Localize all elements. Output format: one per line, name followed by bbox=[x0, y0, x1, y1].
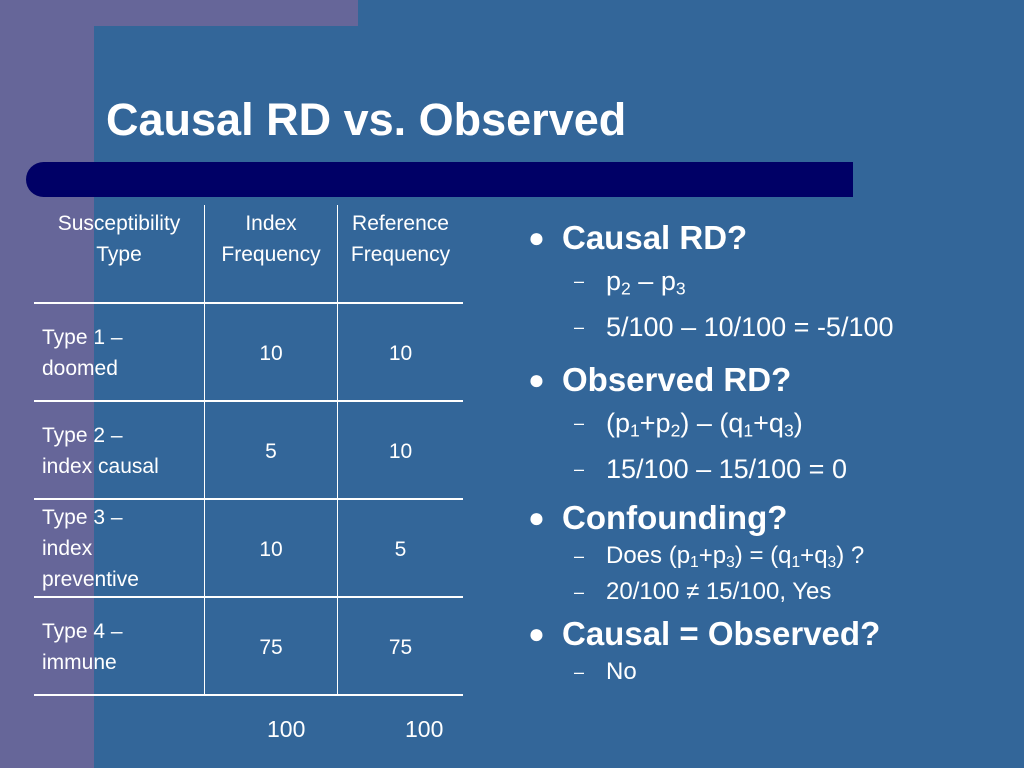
table-header-row: Susceptibility Type Index Frequency Refe… bbox=[34, 205, 463, 304]
dash-icon: – bbox=[574, 546, 585, 566]
type-cell: Type 3 – index preventive bbox=[34, 500, 205, 596]
index-total: 100 bbox=[267, 716, 306, 742]
bullet-dot-icon: ● bbox=[528, 618, 545, 649]
bullet-dot-icon: ● bbox=[528, 222, 545, 253]
dash-icon: – bbox=[574, 413, 585, 433]
header-reference-frequency: Reference Frequency bbox=[350, 212, 451, 266]
reference-frequency-cell: 75 bbox=[388, 636, 413, 659]
bullet-confounding: ● Confounding? bbox=[528, 499, 788, 536]
background-left-strip bbox=[0, 0, 86, 768]
sub-item-confounding-question: – Does (p1+p3) = (q1+q3) ? bbox=[528, 538, 1018, 574]
index-frequency-cell: 75 bbox=[205, 598, 338, 694]
type-cell: Type 1 – doomed bbox=[34, 304, 205, 400]
sub-item-causal-equals-answer: – No bbox=[528, 654, 1018, 690]
type-cell: Type 4 – immune bbox=[34, 598, 205, 694]
bullet-dot-icon: ● bbox=[528, 502, 545, 533]
index-frequency-cell: 10 bbox=[205, 304, 338, 400]
reference-frequency-cell: 10 bbox=[388, 342, 413, 365]
slide-title: Causal RD vs. Observed bbox=[106, 94, 627, 145]
susceptibility-table: Susceptibility Type Index Frequency Refe… bbox=[34, 205, 463, 696]
table-row: Type 1 – doomed 10 10 bbox=[34, 304, 463, 402]
table-row: Type 2 – index causal 5 10 bbox=[34, 402, 463, 500]
index-frequency-cell: 5 bbox=[205, 402, 338, 498]
reference-frequency-cell: 5 bbox=[394, 538, 407, 561]
dash-icon: – bbox=[574, 662, 585, 682]
bullet-causal-rd: ● Causal RD? bbox=[528, 219, 748, 256]
bullet-dot-icon: ● bbox=[528, 364, 545, 395]
header-index-frequency: Index Frequency bbox=[205, 205, 338, 302]
dash-icon: – bbox=[574, 459, 585, 479]
table-row: Type 4 – immune 75 75 bbox=[34, 598, 463, 696]
background-blue-panel bbox=[94, 26, 1024, 768]
dash-icon: – bbox=[574, 582, 585, 602]
sub-item-observed-value: – 15/100 – 15/100 = 0 bbox=[528, 446, 1018, 492]
header-susceptibility-type: Susceptibility Type bbox=[34, 205, 205, 302]
reference-total: 100 bbox=[405, 716, 444, 742]
bullet-observed-rd: ● Observed RD? bbox=[528, 361, 792, 398]
bullet-causal-equals-observed: ● Causal = Observed? bbox=[528, 615, 881, 652]
sub-item-confounding-answer: – 20/100 ≠ 15/100, Yes bbox=[528, 574, 1018, 610]
dash-icon: – bbox=[574, 317, 585, 337]
table-row: Type 3 – index preventive 10 5 bbox=[34, 500, 463, 598]
dash-icon: – bbox=[574, 271, 585, 291]
index-frequency-cell: 10 bbox=[205, 500, 338, 596]
sub-item-causal-value: – 5/100 – 10/100 = -5/100 bbox=[528, 304, 1018, 350]
sub-item-causal-formula: – p2 – p3 bbox=[528, 258, 1018, 304]
bullet-list: ● Causal RD? – p2 – p3 – 5/100 – 10/100 … bbox=[528, 218, 1018, 690]
type-cell: Type 2 – index causal bbox=[34, 402, 205, 498]
sub-item-observed-formula: – (p1+p2) – (q1+q3) bbox=[528, 400, 1018, 446]
reference-frequency-cell: 10 bbox=[388, 440, 413, 463]
title-underline-bar bbox=[26, 162, 853, 197]
